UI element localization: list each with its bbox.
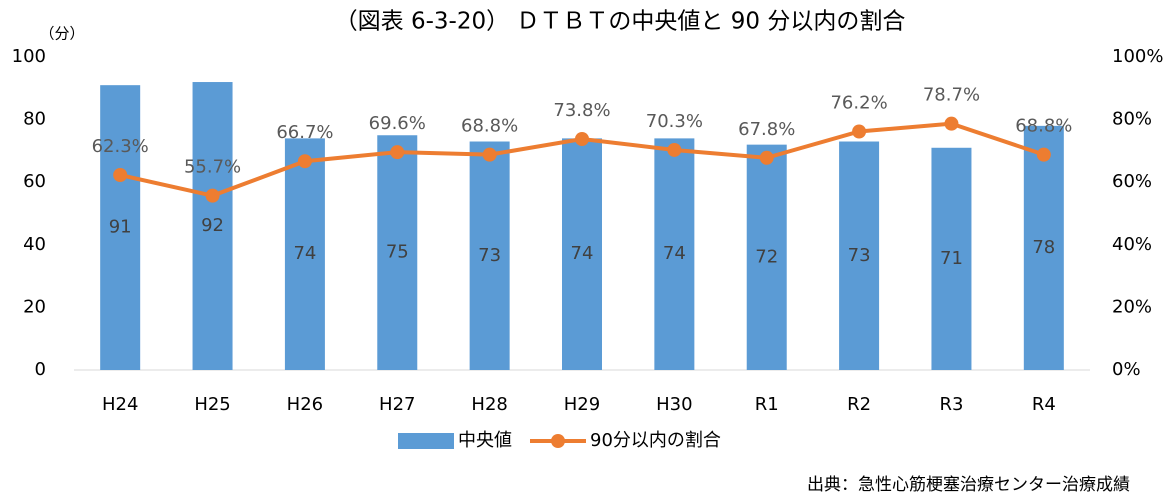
line-value-label: 67.8% xyxy=(738,119,795,140)
source-note: 出典：急性心筋梗塞治療センター治療成績 xyxy=(807,475,1130,495)
y-tick-label: 60 xyxy=(23,171,46,192)
bar-value-label: 73 xyxy=(478,245,501,266)
y-tick-label: 100 xyxy=(12,46,46,67)
x-tick-label: R2 xyxy=(847,394,871,415)
bar xyxy=(746,144,787,370)
y2-tick-label: 60% xyxy=(1112,171,1152,192)
line-value-label: 78.7% xyxy=(923,85,980,106)
legend-swatch xyxy=(551,434,565,448)
legend-label: 90分以内の割合 xyxy=(590,430,721,451)
x-tick-label: H26 xyxy=(287,394,323,415)
bar-value-label: 71 xyxy=(940,248,963,269)
y2-tick-label: 80% xyxy=(1112,109,1152,130)
line-marker xyxy=(944,116,959,131)
bar xyxy=(654,138,695,370)
line-marker xyxy=(759,150,774,165)
line-value-label: 70.3% xyxy=(646,111,703,132)
x-tick-label: H28 xyxy=(471,394,507,415)
y-tick-label: 0 xyxy=(35,359,46,380)
bar xyxy=(562,138,602,370)
line-value-label: 66.7% xyxy=(276,122,333,143)
x-tick-label: H27 xyxy=(379,394,415,415)
x-tick-label: H25 xyxy=(194,394,230,415)
line-marker xyxy=(390,145,405,160)
bar-value-label: 74 xyxy=(293,243,316,264)
bar-value-label: 92 xyxy=(201,215,224,236)
x-tick-label: R1 xyxy=(755,394,779,415)
bar-value-label: 73 xyxy=(848,245,871,266)
line-marker xyxy=(205,188,220,203)
bar xyxy=(284,138,325,370)
x-tick-label: R4 xyxy=(1032,394,1056,415)
legend-label: 中央値 xyxy=(458,430,512,451)
line-value-label: 68.8% xyxy=(461,116,518,137)
bar xyxy=(377,135,418,370)
line-value-label: 76.2% xyxy=(830,92,887,113)
line-marker xyxy=(1036,147,1051,162)
line-marker xyxy=(297,154,312,169)
y-tick-label: 40 xyxy=(23,234,46,255)
bar-value-label: 72 xyxy=(755,246,778,267)
line-value-label: 73.8% xyxy=(553,100,610,121)
bar xyxy=(192,82,233,370)
bar xyxy=(1023,125,1064,370)
y2-tick-label: 0% xyxy=(1112,359,1141,380)
x-tick-label: H30 xyxy=(656,394,692,415)
line-marker xyxy=(852,124,867,139)
bar xyxy=(839,141,880,370)
chart-title: （図表 6-3-20） ＤＴＢＴの中央値と 90 分以内の割合 xyxy=(335,9,906,35)
line-marker xyxy=(575,132,589,147)
line-value-label: 62.3% xyxy=(92,136,149,157)
y-tick-label: 20 xyxy=(23,296,46,317)
line-value-label: 68.8% xyxy=(1015,116,1072,137)
x-tick-label: R3 xyxy=(939,394,963,415)
y-unit-label: （分） xyxy=(39,25,84,43)
line-value-label: 69.6% xyxy=(369,113,426,134)
bar-value-label: 91 xyxy=(109,217,132,238)
bar-value-label: 74 xyxy=(663,243,686,264)
y-tick-label: 80 xyxy=(23,109,46,130)
line-marker xyxy=(482,147,497,162)
bar xyxy=(931,147,972,370)
y2-tick-label: 100% xyxy=(1112,46,1163,67)
legend-swatch xyxy=(398,433,454,449)
bar xyxy=(469,141,510,370)
x-tick-label: H24 xyxy=(102,394,138,415)
bar xyxy=(100,85,141,371)
x-tick-label: H29 xyxy=(564,394,600,415)
line-marker xyxy=(113,168,128,183)
bar-value-label: 75 xyxy=(386,242,409,263)
y2-tick-label: 20% xyxy=(1112,296,1152,317)
bar-value-label: 78 xyxy=(1032,237,1055,258)
line-value-label: 55.7% xyxy=(184,157,241,178)
y2-tick-label: 40% xyxy=(1112,234,1152,255)
line-marker xyxy=(667,142,682,157)
bar-value-label: 74 xyxy=(571,243,594,264)
